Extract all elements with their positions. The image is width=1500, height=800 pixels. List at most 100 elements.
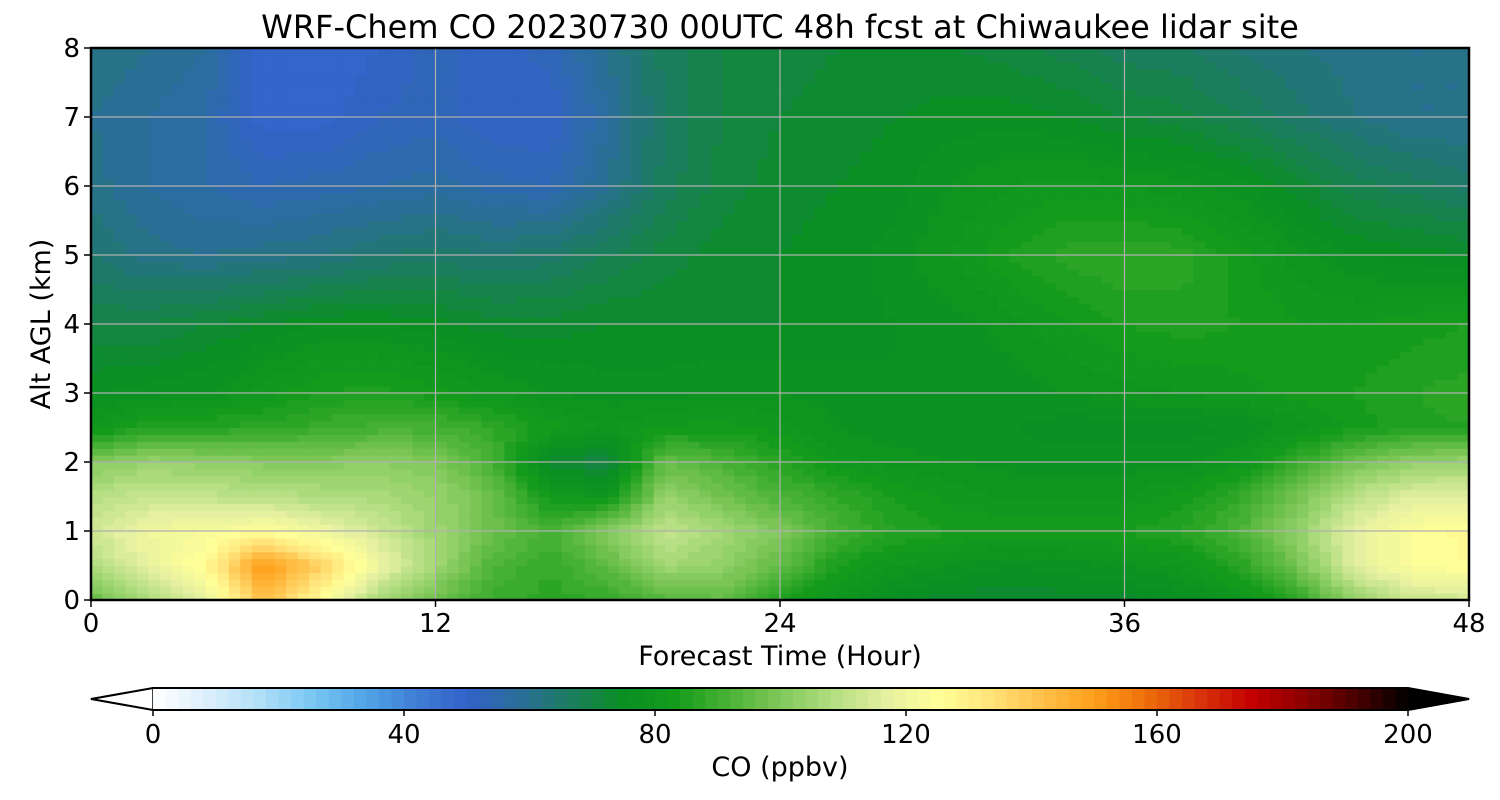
heatmap-cell [469,365,483,373]
heatmap-cell [136,406,150,415]
heatmap-cell [1078,413,1091,422]
heatmap-cell [355,572,368,580]
heatmap-cell [1216,413,1229,422]
heatmap-cell [297,558,310,567]
heatmap-cell [389,372,402,380]
heatmap-cell [1135,503,1149,511]
heatmap-cell [1090,462,1103,470]
heatmap-cell [883,310,896,318]
heatmap-cell [883,593,896,600]
heatmap-cell [986,482,999,491]
heatmap-cell [1331,544,1344,553]
heatmap-cell [1227,565,1240,573]
heatmap-cell [1055,344,1068,353]
heatmap-cell [171,441,184,449]
heatmap-cell [917,427,930,435]
heatmap-cell [481,482,494,491]
heatmap-cell [1262,503,1275,511]
heatmap-cell [665,434,678,442]
heatmap-cell [217,386,230,394]
heatmap-cell [619,572,632,580]
heatmap-cell [757,344,770,353]
heatmap-cell [688,572,701,580]
heatmap-cell [1400,386,1413,394]
heatmap-cell [975,579,988,587]
heatmap-cell [975,593,988,600]
heatmap-cell [986,503,999,511]
heatmap-cell [1319,413,1332,422]
heatmap-cell [205,317,218,325]
heatmap-cell [642,324,655,332]
heatmap-cell [1170,427,1183,435]
heatmap-cell [1158,441,1172,449]
heatmap-cell [389,482,402,491]
heatmap-cell [504,531,517,539]
heatmap-cell [1147,524,1160,532]
heatmap-cell [1354,337,1367,346]
heatmap-cell [975,489,988,498]
heatmap-cell [136,441,150,449]
heatmap-cell [159,482,172,491]
heatmap-cell [125,365,138,373]
heatmap-cell [757,448,770,456]
heatmap-cell [1423,413,1436,422]
heatmap-cell [182,365,195,373]
heatmap-cell [366,324,379,332]
heatmap-cell [228,510,241,518]
heatmap-cell [1021,330,1034,339]
heatmap-cell [205,330,218,339]
heatmap-cell [906,531,919,539]
heatmap-cell [1434,379,1447,387]
heatmap-cell [297,317,310,325]
heatmap-cell [320,537,333,546]
heatmap-cell [848,399,861,408]
heatmap-cell [584,537,597,546]
heatmap-cell [596,330,609,339]
heatmap-cell [1250,565,1263,573]
heatmap-cell [940,351,953,360]
heatmap-cell [424,503,437,511]
heatmap-cell [297,427,310,435]
heatmap-cell [1354,379,1367,387]
heatmap-cell [1135,324,1149,332]
heatmap-cell [699,413,712,422]
heatmap-cell [366,531,379,539]
heatmap-cell [1135,531,1149,539]
heatmap-cell [561,441,574,449]
heatmap-cell [469,482,483,491]
heatmap-cell [780,324,793,332]
heatmap-cell [389,524,402,532]
heatmap-cell [1388,489,1401,498]
heatmap-cell [676,310,689,318]
heatmap-cell [802,372,816,380]
heatmap-cell [159,503,172,511]
heatmap-cell [1354,462,1367,470]
heatmap-cell [286,434,299,442]
heatmap-cell [1181,565,1194,573]
heatmap-cell [355,420,368,429]
heatmap-cell [263,330,276,339]
heatmap-cell [1388,482,1401,491]
heatmap-cell [205,379,218,387]
heatmap-cell [619,413,632,422]
heatmap-cell [378,337,391,346]
heatmap-cell [699,358,712,366]
heatmap-cell [401,441,414,449]
heatmap-cell [1147,462,1160,470]
heatmap-cell [343,468,356,477]
heatmap-cell [1044,462,1057,470]
heatmap-cell [1113,406,1126,415]
heatmap-cell [1193,565,1206,573]
heatmap-cell [1331,586,1344,594]
heatmap-cell [309,510,322,518]
heatmap-cell [630,482,643,491]
heatmap-cell [780,482,793,491]
heatmap-cell [217,399,230,408]
heatmap-cell [550,420,563,429]
heatmap-cell [642,496,655,504]
heatmap-cell [366,462,379,470]
heatmap-cell [401,496,414,504]
heatmap-cell [159,317,172,325]
heatmap-cell [136,565,150,573]
heatmap-cell [676,344,689,353]
